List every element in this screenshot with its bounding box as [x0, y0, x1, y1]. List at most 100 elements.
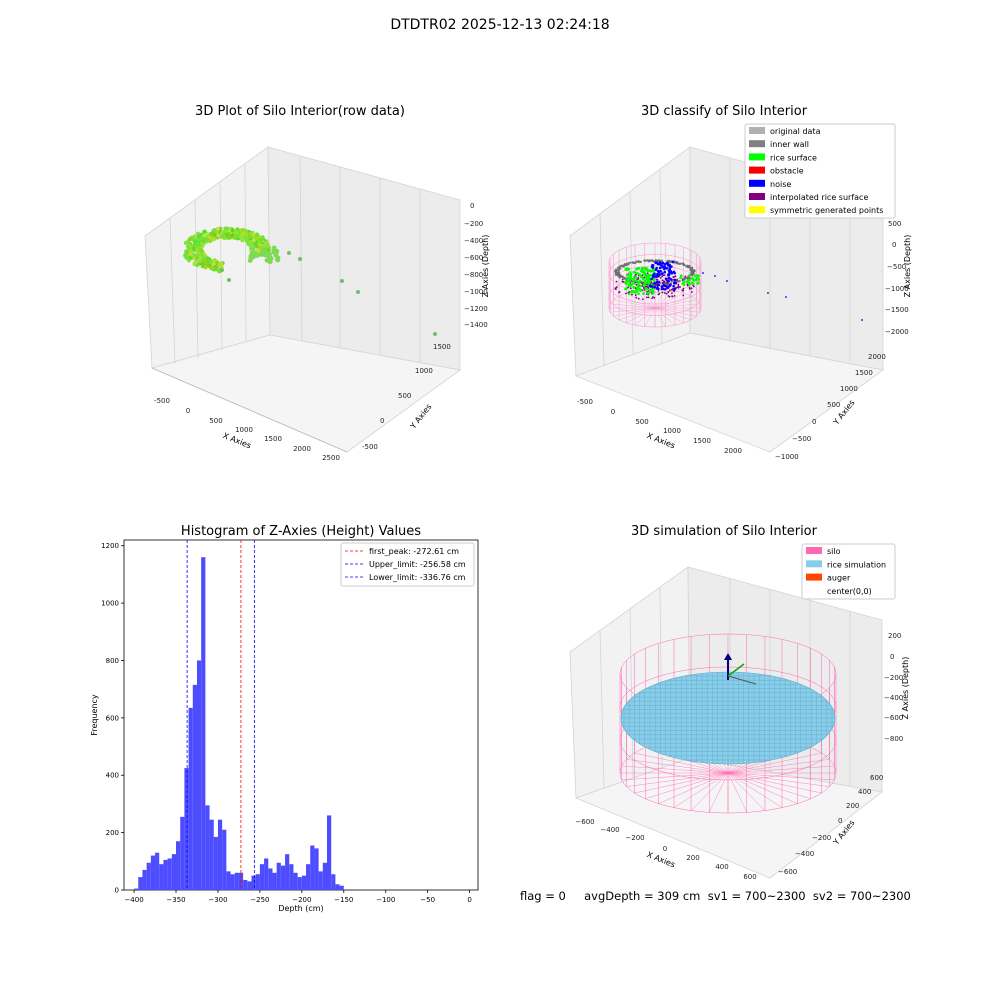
raw-y-tick: 0: [380, 417, 384, 425]
classify-noise-point: [785, 296, 787, 298]
auger-arrow-icon: [724, 653, 732, 660]
classify-interpolated-point: [634, 294, 637, 296]
raw-point: [203, 265, 208, 270]
classify-interpolated-point: [621, 280, 624, 283]
classify-silo-floor-line: [610, 303, 656, 309]
classify-rice-surface-point: [697, 274, 700, 278]
classify-interpolated-point: [667, 291, 670, 294]
classify-legend-swatch: [749, 166, 765, 174]
raw-point: [240, 232, 245, 237]
classify-inner-wall-point: [686, 276, 689, 280]
simulation-silo-floor-line: [626, 759, 729, 774]
raw-point: [224, 227, 229, 232]
classify-legend-label: original data: [770, 127, 821, 136]
raw-point: [212, 228, 217, 233]
classify-noise-point: [658, 270, 661, 273]
histogram-x-tick-label: −300: [208, 896, 227, 904]
classify-interpolated-point: [641, 285, 644, 287]
simulation-x-tick: 600: [743, 873, 756, 881]
simulation-silo-floor-line: [727, 772, 783, 808]
raw-x-tick: 1000: [235, 426, 253, 434]
classify-interpolated-point: [661, 279, 664, 282]
classify-interpolated-point: [657, 290, 660, 292]
raw-z-tick: −400: [464, 237, 483, 245]
histogram-bar: [184, 768, 189, 890]
classify-rice-surface-point: [635, 279, 638, 283]
histogram-x-ticks: −400 −350 −300 −250 −200 −150 −100 −50 0: [124, 890, 472, 904]
raw-point: [184, 255, 189, 260]
classify-inner-wall-point: [660, 259, 663, 262]
classify-silo-floor-line: [654, 289, 666, 309]
classify-silo-floor-line: [626, 292, 656, 309]
classify-rice-surface-point: [640, 270, 644, 273]
raw-point: [260, 235, 265, 240]
classify-rice-surface-point: [628, 277, 632, 280]
classify-interpolated-point: [682, 294, 685, 297]
classify-noise-point: [665, 261, 669, 265]
histogram-bar: [217, 819, 223, 890]
classify-interpolated-point: [658, 292, 661, 295]
simulation-x-tick: 200: [686, 854, 699, 862]
histogram-bar: [318, 871, 323, 890]
classify-silo-floor-line: [654, 292, 684, 309]
classify-interpolated-point: [653, 296, 656, 299]
simulation-z-tick: 0: [890, 653, 894, 661]
histogram-bar: [205, 805, 210, 890]
classify-noise-point: [674, 281, 678, 285]
simulation-silo-floor-line: [727, 772, 747, 813]
raw-point: [198, 259, 203, 264]
classify-y-tick: 2000: [868, 353, 886, 361]
classify-interpolated-point: [671, 292, 673, 295]
raw-x-tick: 2000: [293, 445, 311, 453]
classify-silo-floor-line: [654, 303, 700, 309]
classify-y-tick: 1500: [855, 369, 873, 377]
classify-noise-point: [670, 265, 673, 268]
histogram-bar: [268, 868, 273, 890]
raw-point: [199, 241, 204, 246]
classify-rice-surface-point: [645, 267, 649, 271]
raw-z-tick: −800: [464, 271, 483, 279]
classify-z-tick: −500: [887, 263, 906, 271]
classify-rice-surface-point: [692, 282, 695, 286]
histogram-bar: [138, 877, 143, 890]
simulation-x-ticks: −600 −400 −200 0 200 400 600: [575, 818, 756, 881]
classify-inner-wall-point: [635, 260, 638, 263]
classify-rice-surface-point: [635, 288, 638, 292]
classify-inner-wall-point: [625, 262, 629, 266]
classify-noise-point: [663, 284, 667, 288]
classify-inner-wall-point: [675, 261, 678, 265]
simulation-x-label: X Axies: [646, 850, 677, 869]
raw-point: [233, 230, 238, 235]
classify-y-tick: −1000: [775, 453, 799, 461]
classify-noise-point: [668, 283, 672, 287]
classify-noise-point: [714, 275, 716, 277]
classify-interpolated-point: [663, 280, 665, 283]
simulation-silo-floor-line: [727, 772, 811, 799]
classify-y-tick: −500: [792, 435, 811, 443]
classify-rice-surface-point: [641, 268, 644, 271]
classify-legend-label: interpolated rice surface: [770, 193, 868, 202]
classify-interpolated-point: [641, 289, 644, 292]
histogram-title: Histogram of Z-Axies (Height) Values: [180, 524, 422, 539]
classify-noise-point: [671, 260, 675, 264]
classify-rice-surface-point: [626, 273, 630, 277]
raw-z-tick: 0: [470, 202, 474, 210]
simulation-silo-floor-line: [727, 759, 830, 774]
histogram-bar: [180, 816, 185, 890]
classify-interpolated-point: [677, 286, 679, 289]
simulation-y-tick: −400: [795, 850, 814, 858]
raw-point: [199, 247, 204, 252]
classify-interpolated-point: [659, 277, 662, 279]
classify-z-tick: −2000: [885, 328, 909, 336]
raw-outlier-point: [298, 257, 302, 261]
classify-rice-surface-point: [626, 279, 630, 282]
classify-rice-surface-point: [624, 281, 628, 285]
histogram-bar: [247, 881, 252, 890]
classify-noise-point: [658, 273, 661, 277]
classify-noise-point: [652, 275, 655, 279]
classify-noise-point: [658, 266, 662, 270]
simulation-y-tick: 600: [870, 774, 883, 782]
classify-rice-surface-point: [652, 279, 656, 282]
classify-inner-wall-point: [614, 273, 617, 276]
